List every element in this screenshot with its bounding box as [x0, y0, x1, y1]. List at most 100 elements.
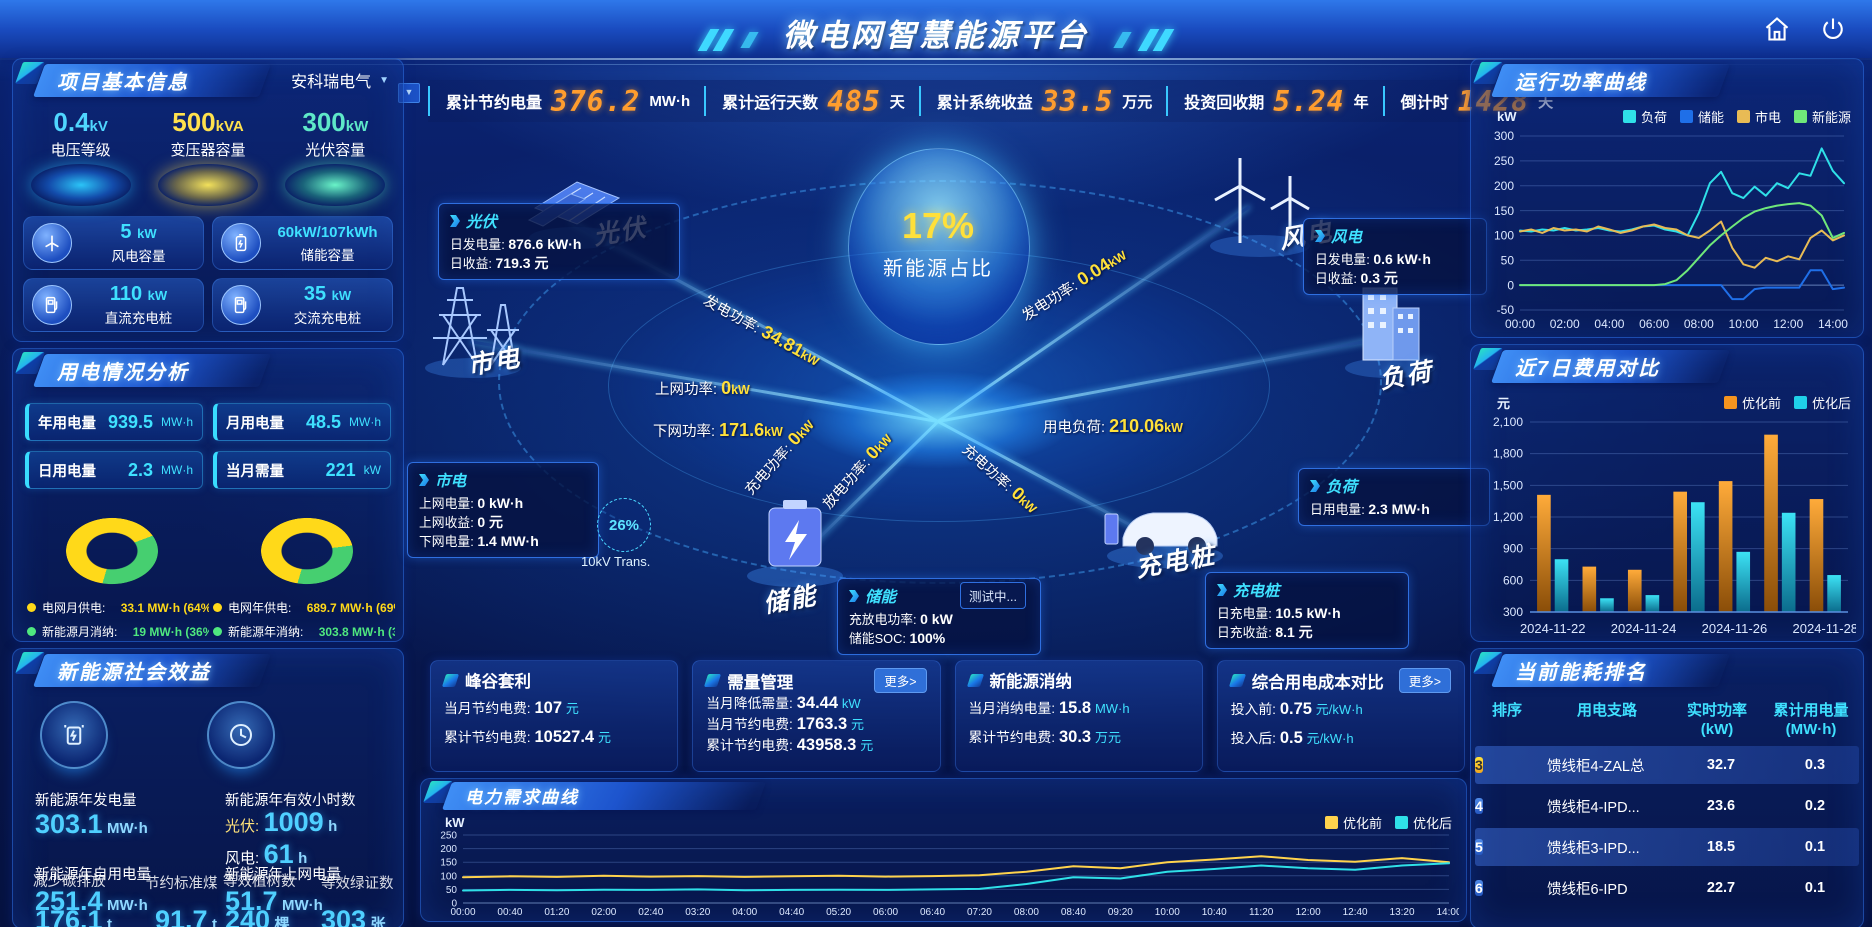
ranking-header: 排序 用电支路 实时功率 (kW) 累计用电量 (MW·h)	[1491, 702, 1849, 738]
svg-text:2,100: 2,100	[1493, 415, 1523, 429]
table-row[interactable]: 6 馈线柜6-IPD 22.7 0.1	[1475, 879, 1826, 898]
center-platform	[803, 372, 1073, 468]
svg-text:200: 200	[1494, 179, 1514, 193]
building-icon	[1345, 287, 1435, 378]
svg-text:150: 150	[1494, 204, 1514, 218]
svg-text:2024-11-28: 2024-11-28	[1793, 621, 1856, 636]
legend-renew-year: 新能源年消纳: 303.8 MW·h (31%)	[213, 623, 395, 640]
stat-day-usage: 日用电量 2.3 MW·h	[25, 451, 203, 489]
dot-icon	[213, 603, 222, 612]
svg-text:12:00: 12:00	[1295, 907, 1320, 917]
more-button[interactable]: 更多>	[874, 668, 927, 693]
chevron-down-icon: ▼	[379, 74, 389, 86]
top-banner	[0, 0, 1872, 58]
more-button[interactable]: 更多>	[1398, 668, 1451, 693]
transformer-load-badge: 26%	[597, 498, 651, 552]
wind-icon	[32, 223, 72, 263]
donut-year-chart	[248, 503, 368, 600]
svg-text:06:00: 06:00	[1639, 317, 1669, 330]
legend-renew-month: 新能源月消纳: 19 MW·h (36%)	[27, 623, 209, 640]
kpi-payback: 投资回收期 5.24 年	[1166, 85, 1382, 118]
svg-text:50: 50	[445, 885, 457, 896]
node-charger: 充电桩	[1095, 480, 1235, 583]
donut-month-chart	[53, 503, 173, 600]
table-row[interactable]: 5 馈线柜3-IPD... 18.5 0.1	[1475, 828, 1859, 866]
svg-text:0: 0	[451, 899, 457, 910]
svg-text:2024-11-22: 2024-11-22	[1520, 621, 1586, 636]
home-icon	[1765, 17, 1789, 41]
center-sphere	[848, 148, 1030, 345]
home-button[interactable]	[1760, 12, 1794, 46]
power-button[interactable]	[1816, 12, 1850, 46]
svg-text:03:20: 03:20	[685, 907, 710, 917]
dot-icon	[27, 627, 36, 636]
power-icon	[1823, 18, 1843, 40]
panel-7day-cost: 近7日费用对比 元 优化前 优化后 2,100 1,800 1,500 1,200 900…	[1470, 344, 1864, 642]
benefit-cert-label: 等效绿证数	[321, 876, 394, 892]
svg-text:900: 900	[1503, 542, 1523, 556]
panel-usage-analysis: 用电情况分析 年用电量 939.5 MW·h 月用电量 48.5 MW·h 日用电量 2.…	[12, 348, 404, 642]
legend-grid-year: 电网年供电: 689.7 MW·h (69%)	[213, 599, 395, 616]
table-row[interactable]: 3 馈线柜4-ZAL总 32.7 0.3	[1475, 746, 1859, 784]
banner-divider-2	[0, 64, 1872, 65]
pedestal-glow-icon	[285, 164, 386, 206]
test-status-tag: 测试中...	[960, 582, 1026, 609]
svg-text:04:40: 04:40	[779, 907, 804, 917]
rank-badge: 5	[1475, 838, 1483, 855]
svg-text:08:00: 08:00	[1013, 907, 1038, 917]
svg-text:10:40: 10:40	[1201, 907, 1226, 917]
energy-flow-diagram: 17% 新能源占比 光伏 市电 储能 风电 负荷 充电桩 发电功率: 34.81…	[405, 120, 1490, 658]
svg-text:1,800: 1,800	[1493, 447, 1523, 461]
arrow-icon	[1310, 480, 1320, 492]
clock-icon	[207, 701, 275, 769]
power-tower-icon	[425, 287, 521, 378]
svg-text:300: 300	[1494, 129, 1514, 143]
benefit-gen-label: 新能源年发电量	[35, 793, 137, 809]
stat-month-usage: 月用电量 48.5 MW·h	[213, 403, 391, 441]
infobox-grid: 市电 上网电量: 0 kW·h 上网收益: 0 元 下网电量: 1.4 MW·h	[407, 462, 599, 558]
svg-text:1,500: 1,500	[1493, 478, 1523, 492]
svg-text:1,200: 1,200	[1493, 510, 1523, 524]
ac-charger-icon	[221, 285, 261, 325]
summary-cards-row: 峰谷套利 当月节约电费: 107 元 累计节约电费: 10527.4 元 需量管…	[430, 660, 1465, 772]
svg-text:04:00: 04:00	[1594, 317, 1624, 330]
ranking-list: 3 馈线柜4-ZAL总 32.7 0.3 4 馈线柜4-IPD... 23.6 …	[1471, 743, 1863, 911]
kpi-saved-energy: 累计节约电量 376.2 MW·h	[428, 85, 704, 118]
cost-chart: 2,100 1,800 1,500 1,200 900 600 300 2024-11-22 2…	[1493, 415, 1856, 636]
benefit-gen-value: 303.1 MW·h	[35, 809, 148, 839]
pedestal-pv: 300kW 光伏容量	[276, 107, 394, 206]
rank-badge: 6	[1475, 879, 1483, 896]
company-select[interactable]: 安科瑞电气 ▼	[291, 74, 389, 91]
svg-text:600: 600	[1503, 573, 1523, 587]
svg-text:09:20: 09:20	[1107, 907, 1132, 917]
node-wind: 风电	[1195, 138, 1335, 263]
banner-divider	[0, 58, 1872, 60]
svg-text:10:00: 10:00	[1154, 907, 1179, 917]
infobox-wind: 风电 日发电量: 0.6 kW·h 日收益: 0.3 元	[1303, 218, 1487, 295]
svg-text:2024-11-24: 2024-11-24	[1611, 621, 1677, 636]
svg-text:02:40: 02:40	[638, 907, 663, 917]
panel-title: 电力需求曲线	[465, 788, 579, 807]
dot-icon	[213, 627, 222, 636]
svg-text:05:20: 05:20	[826, 907, 851, 917]
pedestal-glow-icon	[30, 164, 131, 206]
svg-text:00:00: 00:00	[450, 907, 475, 917]
table-row[interactable]: 4 馈线柜4-IPD... 23.6 0.2	[1475, 797, 1826, 816]
svg-text:08:40: 08:40	[1060, 907, 1085, 917]
kpi-run-days: 累计运行天数 485 天	[704, 85, 919, 118]
svg-text:300: 300	[1503, 605, 1523, 619]
cost-y-unit: 元	[1497, 396, 1511, 411]
card-ac-charger: 35 kW 交流充电桩	[212, 278, 393, 332]
card-peak-valley: 峰谷套利 当月节约电费: 107 元 累计节约电费: 10527.4 元	[430, 660, 679, 772]
node-load: 负荷	[1335, 270, 1445, 394]
benefit-co2-label: 减少碳排放	[33, 874, 106, 890]
svg-text:50: 50	[1501, 253, 1515, 267]
card-storage-capacity: 60kW/107kWh 储能容量	[212, 216, 393, 270]
title-deco-right	[1113, 20, 1175, 56]
svg-text:14:00: 14:00	[1818, 317, 1848, 330]
pedestal-glow-icon	[157, 164, 258, 206]
svg-text:02:00: 02:00	[591, 907, 616, 917]
panel-power-curve: 运行功率曲线 kW 负荷 储能 市电 新能源 300 250 200 150 100 50 0 -5…	[1470, 58, 1864, 338]
svg-text:10:00: 10:00	[1729, 317, 1759, 330]
